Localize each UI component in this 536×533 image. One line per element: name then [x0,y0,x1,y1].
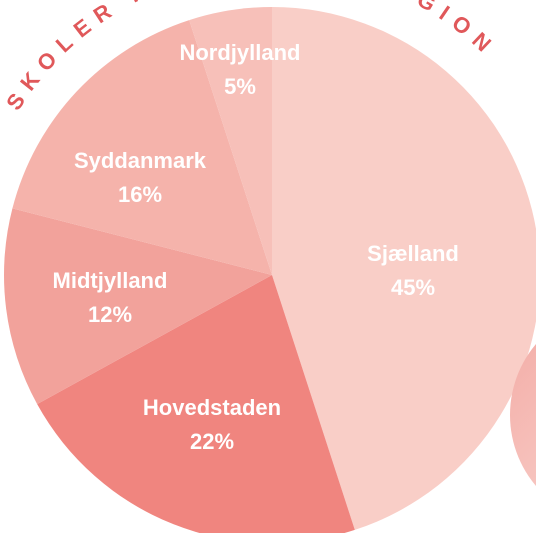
slice-value: 16% [118,182,162,207]
pie-slice [272,7,536,530]
slice-label: Syddanmark [74,148,207,173]
slice-value: 12% [88,302,132,327]
pie: Sjælland 45% Hovedstaden 22% Midtjylland 12% S… [4,7,536,533]
pie-slice [37,275,355,533]
decoration [510,344,536,486]
slice-label: Nordjylland [179,40,300,65]
slice-value: 45% [391,275,435,300]
slice-value: 5% [224,74,256,99]
pie-slice [189,7,272,275]
slice-label: Sjælland [367,241,459,266]
slice-label: Midtjylland [53,268,168,293]
pie-slice [4,208,272,405]
slice-label: Hovedstaden [143,395,281,420]
pie-slice [12,20,273,276]
slice-value: 22% [190,429,234,454]
